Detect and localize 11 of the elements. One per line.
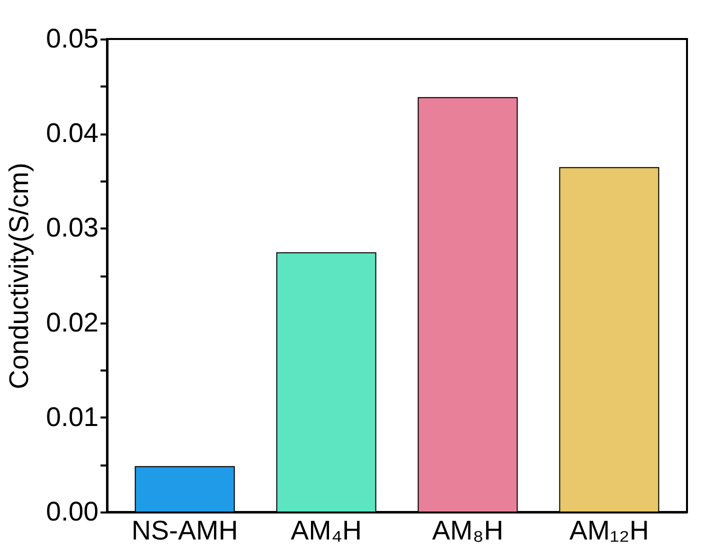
y-tick-label: 0.04 xyxy=(46,118,98,148)
x-tick-label: AM₁₂H xyxy=(569,516,649,546)
y-tick-label: 0.01 xyxy=(46,402,98,432)
y-tick-label: 0.03 xyxy=(46,212,98,243)
x-tick-label: AM₈H xyxy=(432,516,504,546)
y-axis-title: Conductivity(S/cm) xyxy=(4,162,34,390)
x-tick-label: AM₄H xyxy=(290,516,362,546)
x-tick-label: NS-AMH xyxy=(132,516,238,546)
y-tick-label: 0.02 xyxy=(46,307,98,338)
y-tick-label: 0.05 xyxy=(46,24,98,54)
y-tick-label: 0.00 xyxy=(46,496,98,526)
